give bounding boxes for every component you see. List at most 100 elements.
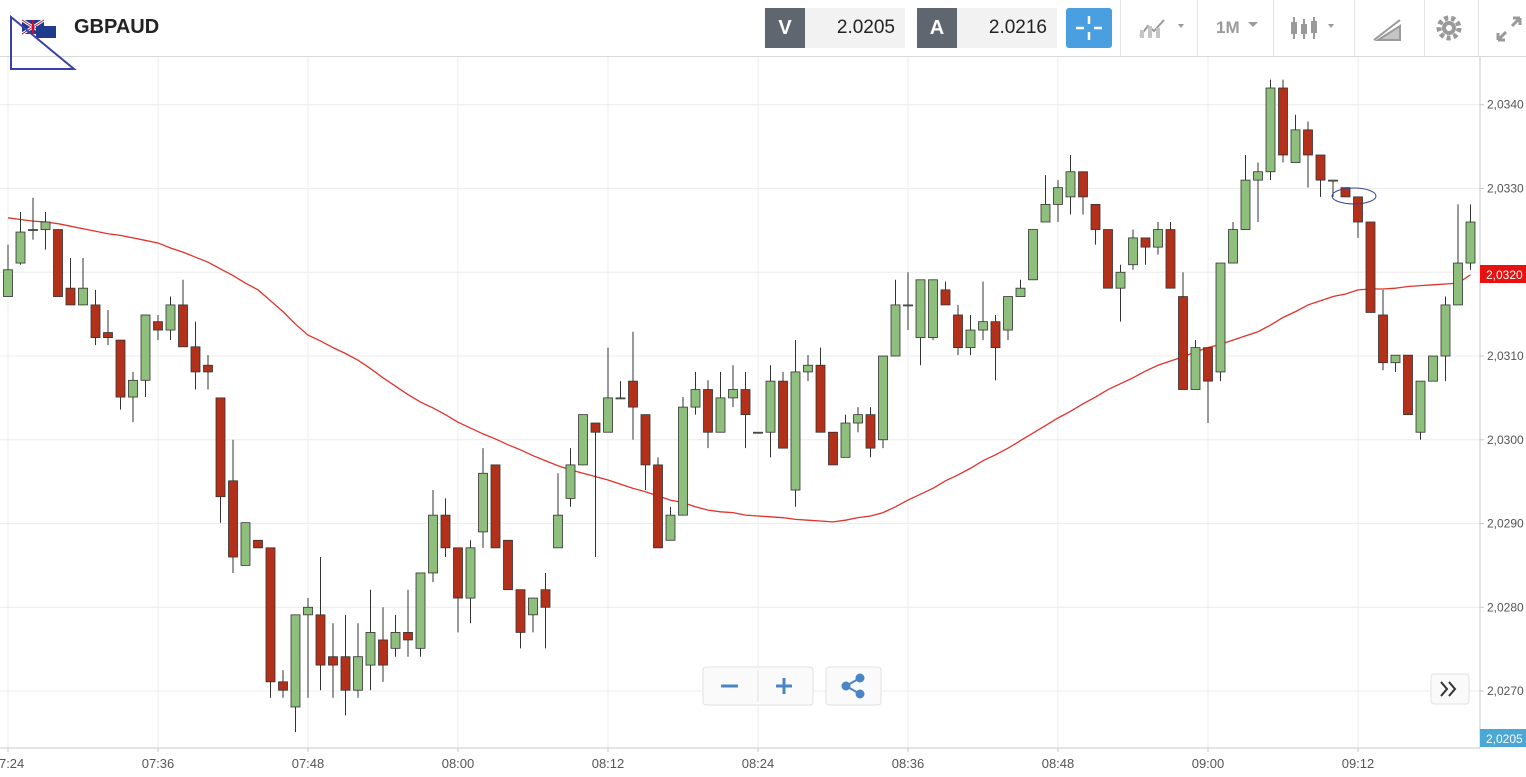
candle-body	[3, 269, 13, 297]
candle-body	[1115, 271, 1126, 289]
candle-body	[290, 614, 301, 708]
settings-button[interactable]	[1434, 13, 1464, 43]
candle-body	[865, 414, 876, 449]
candle-body	[1215, 262, 1226, 373]
draw-tool-button[interactable]	[1372, 14, 1404, 44]
candle-body	[715, 397, 726, 433]
candle-body	[1440, 304, 1451, 357]
candle-body	[790, 371, 801, 491]
candle-body	[503, 539, 513, 591]
candle-body	[240, 522, 251, 566]
candle-body	[1303, 129, 1313, 156]
candle-body	[728, 389, 738, 399]
candle-body	[53, 229, 63, 297]
separator	[1424, 0, 1425, 56]
candle-type-button[interactable]	[1288, 14, 1344, 44]
candle-body	[153, 321, 163, 331]
candle-body	[778, 380, 788, 449]
candle-body	[540, 589, 551, 608]
share-box[interactable]	[825, 666, 882, 706]
candle-body	[1228, 229, 1238, 264]
candle-body	[815, 364, 826, 433]
bid-price-label: 2,0205	[1486, 732, 1523, 746]
y-tick-label: 2,0300	[1487, 433, 1524, 447]
fullscreen-button[interactable]	[1494, 14, 1524, 44]
separator	[1273, 0, 1274, 56]
candle-body	[215, 397, 226, 498]
candle-body	[590, 422, 601, 433]
candle-body	[1465, 221, 1476, 264]
candle-body	[603, 397, 613, 433]
candle-body	[265, 547, 276, 683]
candle-body	[1103, 229, 1113, 289]
candle-body	[1053, 187, 1063, 205]
candle-body	[440, 514, 451, 549]
y-tick-label: 2,0310	[1487, 349, 1524, 363]
candle-body	[190, 346, 201, 373]
candle-body	[965, 329, 976, 349]
zoom-controls	[702, 666, 1470, 706]
candle-body	[365, 632, 376, 666]
buy-price[interactable]: 2.0216	[957, 8, 1057, 48]
candle-body	[15, 231, 26, 264]
crosshair-button[interactable]	[1066, 8, 1112, 48]
candle-body	[903, 304, 913, 307]
candle-body	[115, 339, 126, 398]
candle-body	[228, 480, 238, 558]
candle-body	[1278, 87, 1288, 156]
header: GBPAUD V 2.0205 A 2.0216 1M	[0, 0, 1526, 70]
sell-tag[interactable]: V	[765, 8, 805, 48]
moving-average	[7, 217, 1471, 523]
candle-body	[890, 304, 901, 357]
sell-price[interactable]: 2.0205	[805, 8, 905, 48]
candle-body	[528, 597, 538, 616]
candle-body	[615, 397, 626, 400]
candle-body	[353, 656, 363, 691]
candle-body	[278, 681, 288, 691]
candle-body	[928, 279, 938, 338]
candle-body	[665, 514, 676, 541]
candle-body	[1415, 380, 1426, 433]
candle-body	[1028, 229, 1038, 281]
candle-body	[390, 632, 401, 649]
candle-body	[578, 414, 588, 466]
candle-body	[203, 364, 213, 373]
candle-body	[1403, 354, 1413, 416]
candle-body	[453, 547, 463, 599]
candle-body	[1240, 179, 1251, 230]
candle-body	[765, 380, 776, 433]
candle-body	[28, 229, 38, 231]
candle-body	[1265, 87, 1276, 173]
last-price-tag	[1480, 265, 1526, 283]
timeframe[interactable]: 1M	[1216, 18, 1240, 37]
candle-body	[1428, 355, 1438, 382]
x-tick-label: 09:00	[1192, 756, 1225, 771]
y-tick-label: 2,0290	[1487, 517, 1524, 531]
candle-body	[1165, 229, 1176, 289]
candle-body	[853, 414, 863, 424]
candle-body	[465, 547, 476, 599]
buy-tag[interactable]: A	[917, 8, 957, 48]
candle-body	[803, 364, 813, 373]
candle-body	[378, 639, 388, 666]
candle-body	[315, 614, 326, 666]
scroll-end[interactable]	[1430, 673, 1470, 705]
candle-body	[878, 355, 888, 441]
zoom-in[interactable]	[776, 678, 792, 694]
candle-body	[940, 289, 951, 306]
y-tick-label: 2,0340	[1487, 98, 1524, 112]
candle-body	[65, 287, 76, 306]
candle-body	[828, 431, 838, 466]
candle-body	[78, 287, 88, 306]
candle-body	[1203, 347, 1213, 382]
chart-type-button[interactable]	[1136, 14, 1192, 42]
candle-body	[415, 572, 426, 649]
symbol: GBPAUD	[74, 16, 160, 38]
last-price-label: 2,0320	[1486, 268, 1523, 282]
x-tick-label: 08:48	[1042, 756, 1075, 771]
candle-body	[328, 656, 338, 666]
candle-body	[840, 422, 851, 458]
